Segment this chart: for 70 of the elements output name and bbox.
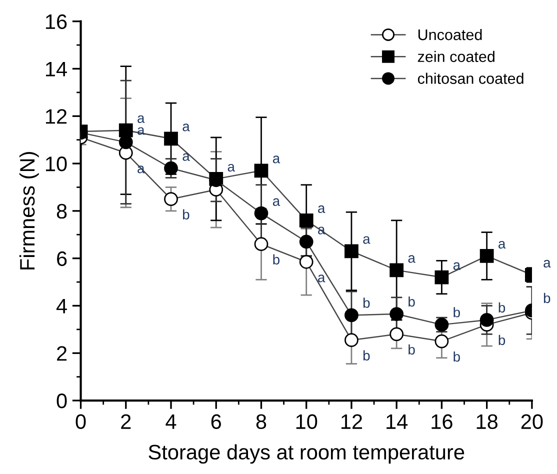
x-tick-label: 20 xyxy=(521,414,543,430)
annotation: b xyxy=(363,298,370,308)
x-tick-label: 4 xyxy=(166,414,176,429)
x-tick-label: 8 xyxy=(256,414,266,430)
y-tick-label: 0 xyxy=(56,394,67,408)
y-tick-label: 4 xyxy=(56,298,67,314)
x-tick-label: 16 xyxy=(432,414,452,430)
point xyxy=(434,270,449,284)
annotation: b xyxy=(363,350,370,360)
point xyxy=(118,135,133,150)
annotation: b xyxy=(544,292,550,304)
point xyxy=(299,234,314,249)
x-tick-label: 18 xyxy=(476,414,498,430)
x-axis-title: Storage days at room temperature xyxy=(148,444,464,464)
point xyxy=(164,161,178,176)
x-tick-label: 0 xyxy=(76,414,86,430)
point xyxy=(344,308,358,322)
annotation: a xyxy=(453,262,461,270)
y-tick-label: 14 xyxy=(46,62,67,76)
annotation: a xyxy=(182,124,190,132)
point xyxy=(164,192,178,206)
point xyxy=(480,249,494,263)
point xyxy=(390,307,404,321)
point xyxy=(299,213,314,228)
annotation: b xyxy=(408,344,415,355)
x-tick-label: 2 xyxy=(121,414,131,429)
legend-label: chitosan coated xyxy=(418,72,524,84)
annotation: a xyxy=(272,198,280,206)
point xyxy=(254,164,268,178)
annotation: a xyxy=(498,240,506,249)
y-axis-title: Firmness (N) xyxy=(19,152,39,270)
y-tick-label: 2 xyxy=(57,346,67,361)
annotation: b xyxy=(273,254,280,265)
legend-label: Uncoated xyxy=(418,28,482,40)
y-tick-label: 6 xyxy=(57,251,67,266)
annotation: a xyxy=(272,156,280,164)
point xyxy=(480,313,494,327)
annotation: a xyxy=(318,205,326,214)
annotation: a xyxy=(228,164,235,172)
y-tick-label: 12 xyxy=(46,109,67,124)
point xyxy=(118,123,133,138)
annotation: b xyxy=(498,334,506,346)
annotation: b xyxy=(454,307,460,318)
annotation: a xyxy=(363,236,370,244)
annotation: a xyxy=(408,255,416,263)
x-tick-label: 10 xyxy=(296,414,318,430)
annotation: a xyxy=(182,153,190,161)
point xyxy=(390,327,404,342)
annotation: b xyxy=(454,351,460,362)
x-tick-label: 6 xyxy=(211,414,221,430)
y-tick-label: 10 xyxy=(46,156,67,172)
point xyxy=(390,263,404,278)
annotation: a xyxy=(544,260,551,268)
annotation: b xyxy=(183,209,190,220)
point xyxy=(164,132,178,146)
point xyxy=(254,206,268,220)
point xyxy=(434,334,449,348)
y-tick-label: 16 xyxy=(46,14,67,30)
point xyxy=(299,254,314,269)
point xyxy=(344,333,358,348)
annotation: b xyxy=(498,302,506,313)
x-tick-label: 12 xyxy=(341,414,362,429)
point xyxy=(254,237,268,252)
legend-label: zein coated xyxy=(418,50,494,62)
x-tick-label: 14 xyxy=(386,414,408,429)
annotation: a xyxy=(318,274,326,282)
annotation: b xyxy=(408,296,415,307)
point xyxy=(344,244,358,258)
y-tick-label: 8 xyxy=(56,204,67,219)
annotation: a xyxy=(138,115,145,123)
